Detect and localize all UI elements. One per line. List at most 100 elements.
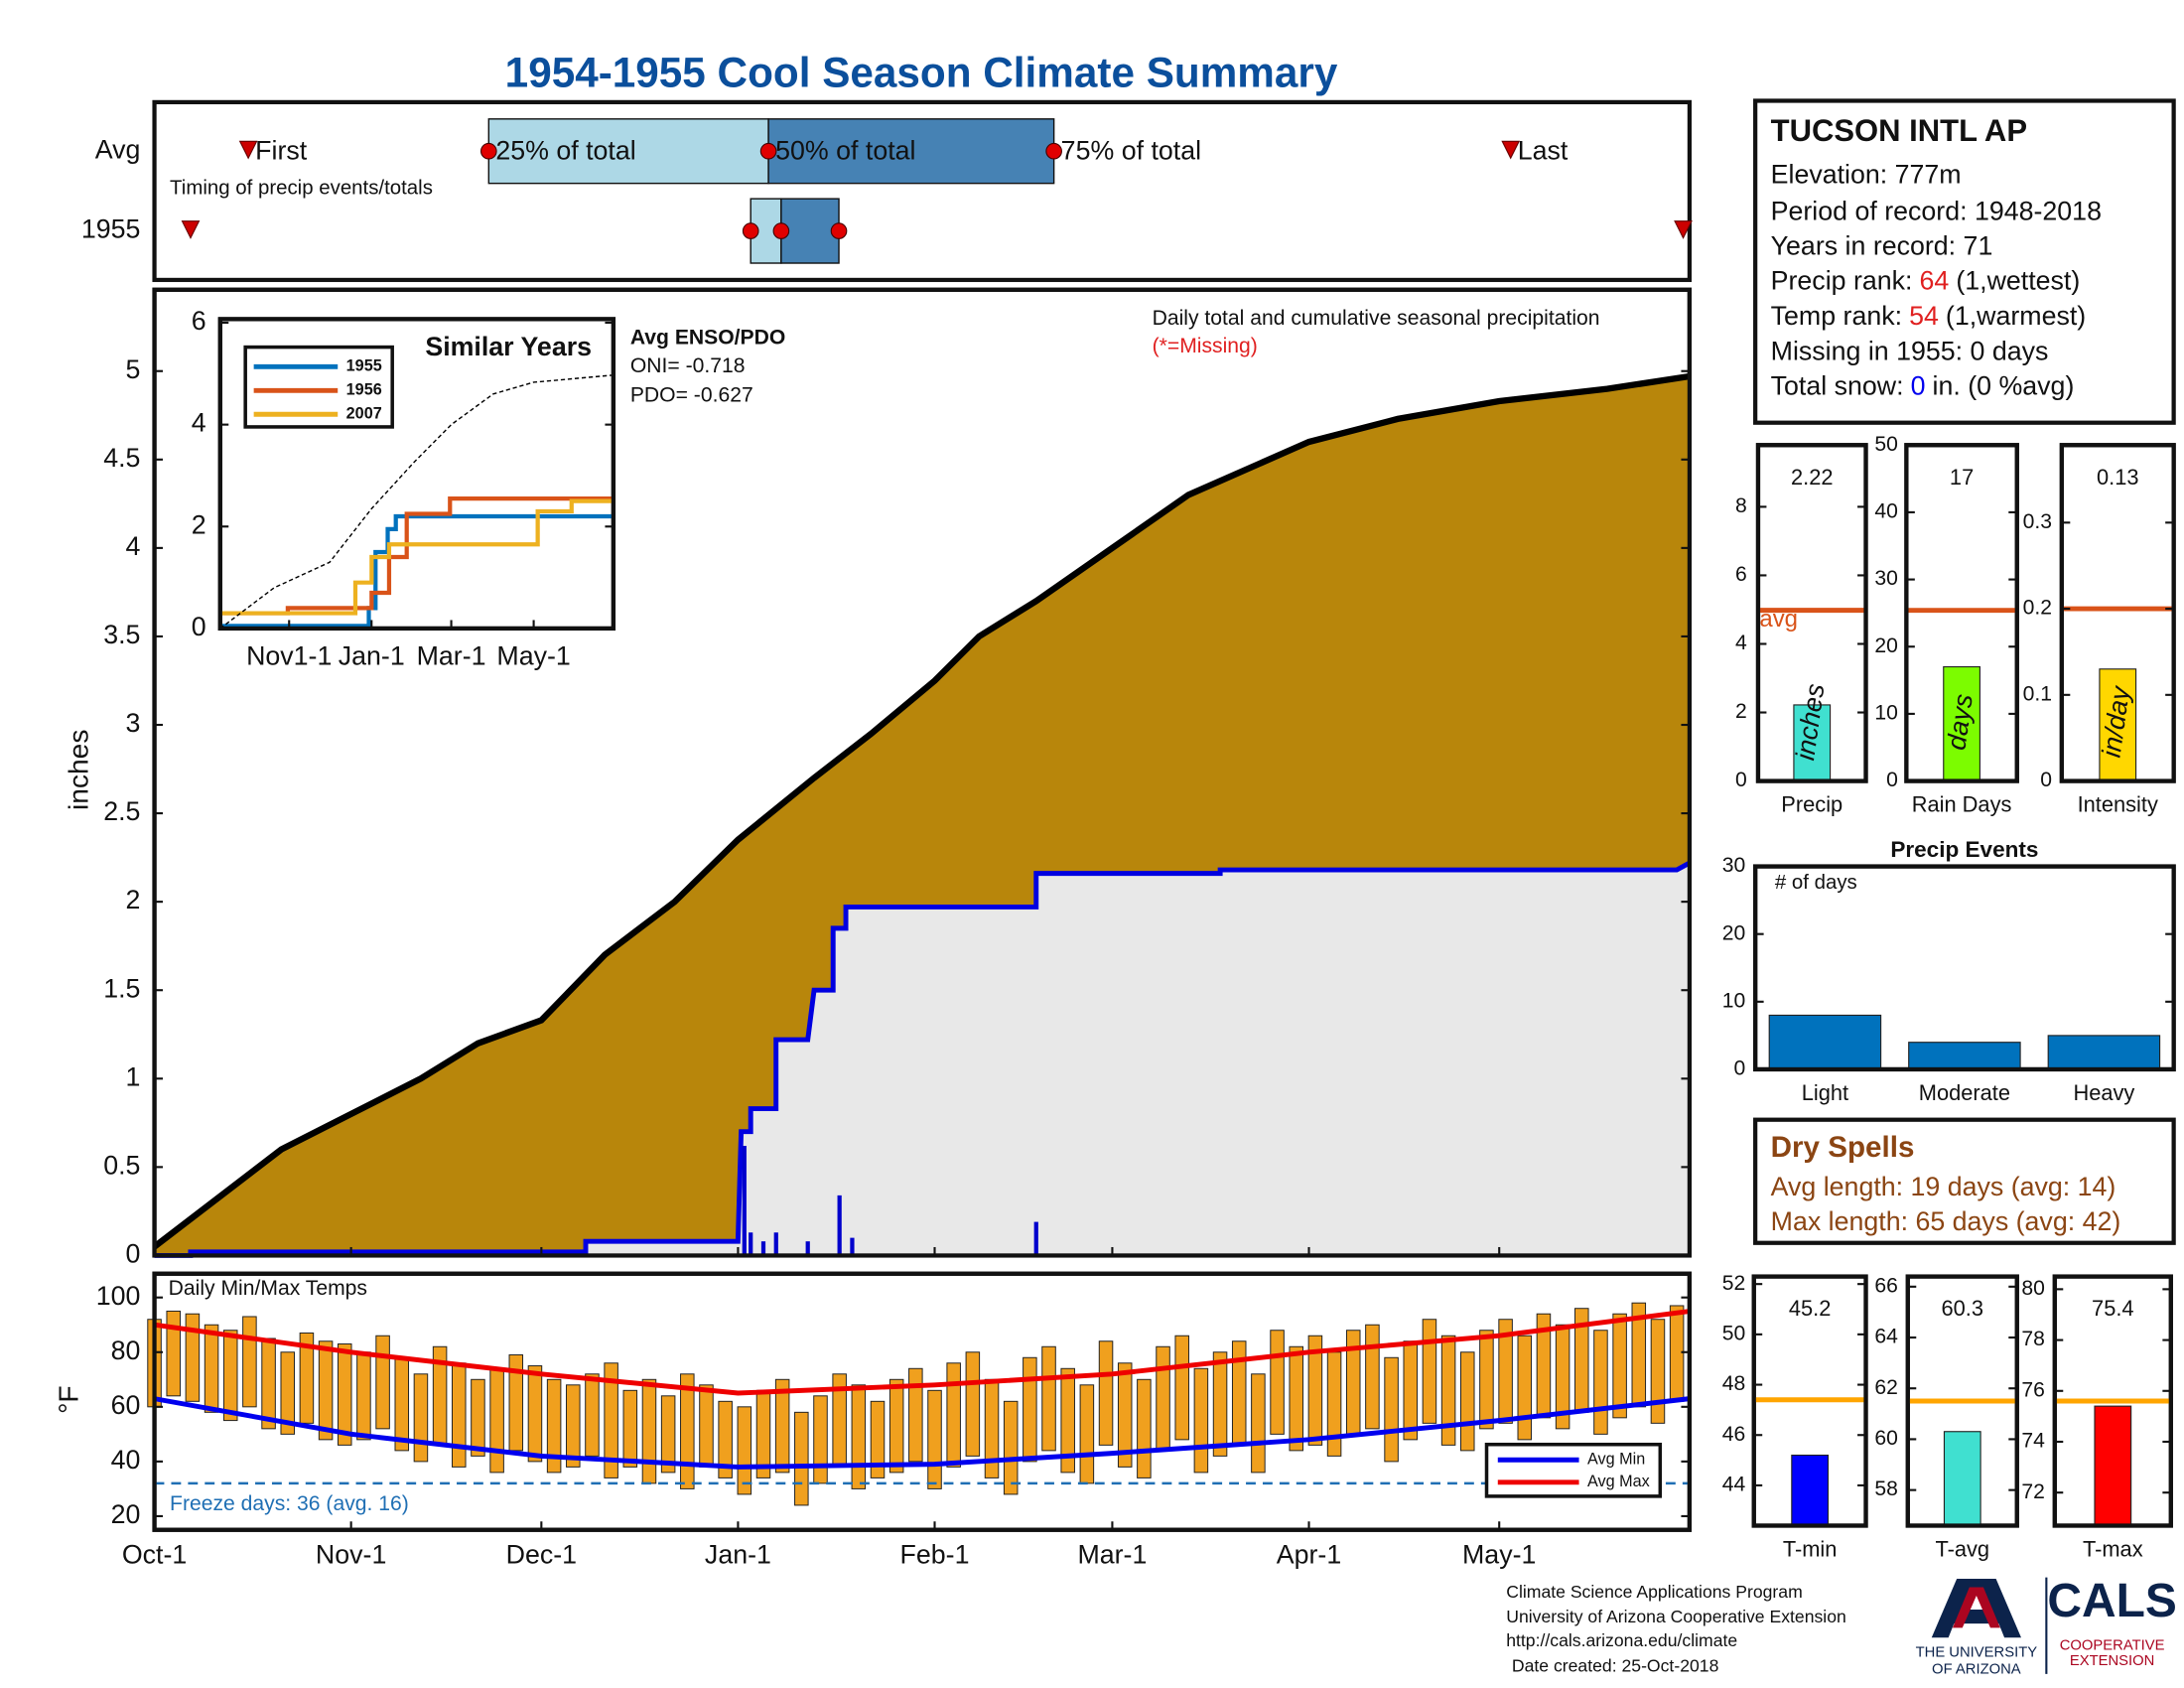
y-tick-label: 0 [2040,769,2052,791]
temp-range-bar [413,1373,429,1463]
temp-range-bar [888,1378,904,1474]
temp-range-bar [1440,1335,1456,1446]
temp-range-bar [1365,1324,1380,1430]
y-tick-label: 0 [1735,769,1747,791]
area-fill [154,863,1690,1256]
quartile-marker [742,222,759,239]
temp-range-bar [546,1378,562,1474]
dry-line: Max length: 65 days (avg: 42) [1771,1206,2121,1236]
dry-line: Avg length: 19 days (avg: 14) [1771,1172,2116,1201]
temp-range-bar [1193,1367,1209,1474]
temp-range-bar [394,1356,410,1452]
note: (1,warmest) [1946,301,2086,331]
info-line: Elevation: 777m [1771,160,1962,190]
y-axis-title: °F [52,1385,83,1414]
cals-logo: CALS [2047,1575,2176,1627]
quartile-box [487,118,769,185]
value-label: 75.4 [2092,1296,2133,1321]
info-line: Total snow: 0 in. (0 %avg) [1771,371,2075,401]
quartile-box [780,198,840,264]
plot-frame [2059,443,2176,783]
ua-text: THE UNIVERSITY [1916,1645,2038,1661]
marker-label: Last [1518,136,1569,166]
y-tick-label: 8 [1735,494,1747,517]
plot-frame [152,287,1693,1258]
y-tick-label: 44 [1722,1474,1746,1496]
y-tick-label: 50 [1874,433,1898,456]
footer-line: University of Arizona Cooperative Extens… [1506,1607,1846,1626]
x-tick-label: Nov-1 [316,1540,386,1570]
y-tick-label: 1.5 [103,973,140,1003]
plot-frame [152,99,1693,283]
temp-range-bar [641,1378,657,1484]
temp-range-bar [1517,1335,1533,1441]
temp-range-bar [318,1340,334,1441]
temp-range-bar [1289,1345,1303,1452]
y-tick-label: 20 [1874,634,1898,657]
temp-range-bar [1231,1340,1247,1446]
x-tick-label: Mar-1 [417,641,486,671]
station-panel: TUCSON INTL AP Elevation: 777m Period of… [1753,98,2176,425]
cumulative-line [152,372,1691,1250]
x-tick-label: Oct-1 [122,1540,187,1570]
temp-range-bar [1307,1335,1323,1446]
x-tick-label: Mar-1 [1077,1540,1147,1570]
temp-range-bar [508,1354,524,1452]
temp-range-bar [774,1378,790,1474]
temp-range-bar [299,1333,315,1424]
y-tick-label: 4 [126,531,141,561]
temp-range-bar [1117,1362,1133,1468]
temp-range-bar [1326,1351,1342,1457]
temp-range-bar [699,1384,714,1468]
y-tick-label: 80 [111,1336,141,1365]
y-tick-label: 0.5 [103,1150,140,1180]
temp-range-bar [1479,1330,1494,1430]
marker-label: 50% of total [775,136,915,166]
y-tick-label: 10 [1874,701,1898,724]
temp-range-bar [604,1362,618,1478]
label: Precip rank: [1771,266,1913,296]
legend-label: Avg Min [1587,1451,1645,1469]
value-label: 45.2 [1789,1296,1831,1321]
x-tick-label: Apr-1 [1277,1540,1341,1570]
timing-subtitle: Timing of precip events/totals [170,178,433,200]
snow: 0 [1911,371,1926,401]
x-tick-label: Precip [1781,792,1843,817]
panel-title: Precip Events [1890,837,2038,862]
row-label: 1955 [81,214,141,244]
value-label: 0.13 [2097,465,2138,490]
info-line: Period of record: 1948-2018 [1771,196,2102,225]
temp-range-bar [280,1351,296,1435]
x-tick-label: May-1 [1462,1540,1536,1570]
bar [1943,665,1980,782]
temp-range-bar [622,1389,638,1468]
x-tick-label: T-avg [1935,1537,1989,1562]
temp-range-bar [1251,1373,1266,1474]
temp-range-bar [1174,1335,1189,1441]
temp-range-bar [489,1367,504,1474]
temp-range-bar [1156,1345,1170,1452]
temp-range-bar [585,1373,600,1457]
quartile-marker [479,142,497,160]
temp-range-bar [1212,1351,1228,1457]
temp-range-bar [870,1400,886,1478]
footer: Climate Science Applications Program Uni… [1506,1575,2177,1678]
y-tick-label: 46 [1722,1423,1746,1446]
x-tick-label: Intensity [2078,792,2158,817]
temp-range-bar [794,1411,809,1506]
temp-range-bar [851,1384,867,1489]
legend-label: Avg Max [1587,1473,1650,1490]
bar [1793,704,1832,782]
quartile-marker [830,222,848,239]
x-tick-label: T-max [2083,1537,2143,1562]
plot-frame [1755,443,1868,783]
inset-title: Similar Years [425,332,592,361]
temp-range-bar [337,1343,352,1446]
event-triangle [1501,140,1521,160]
y-tick-label: 64 [1874,1326,1898,1348]
quartile-marker [772,222,790,239]
x-tick-label: T-min [1783,1537,1838,1562]
info-line: Precip rank: 64 (1,wettest) [1771,266,2081,296]
event-triangle [238,140,258,160]
